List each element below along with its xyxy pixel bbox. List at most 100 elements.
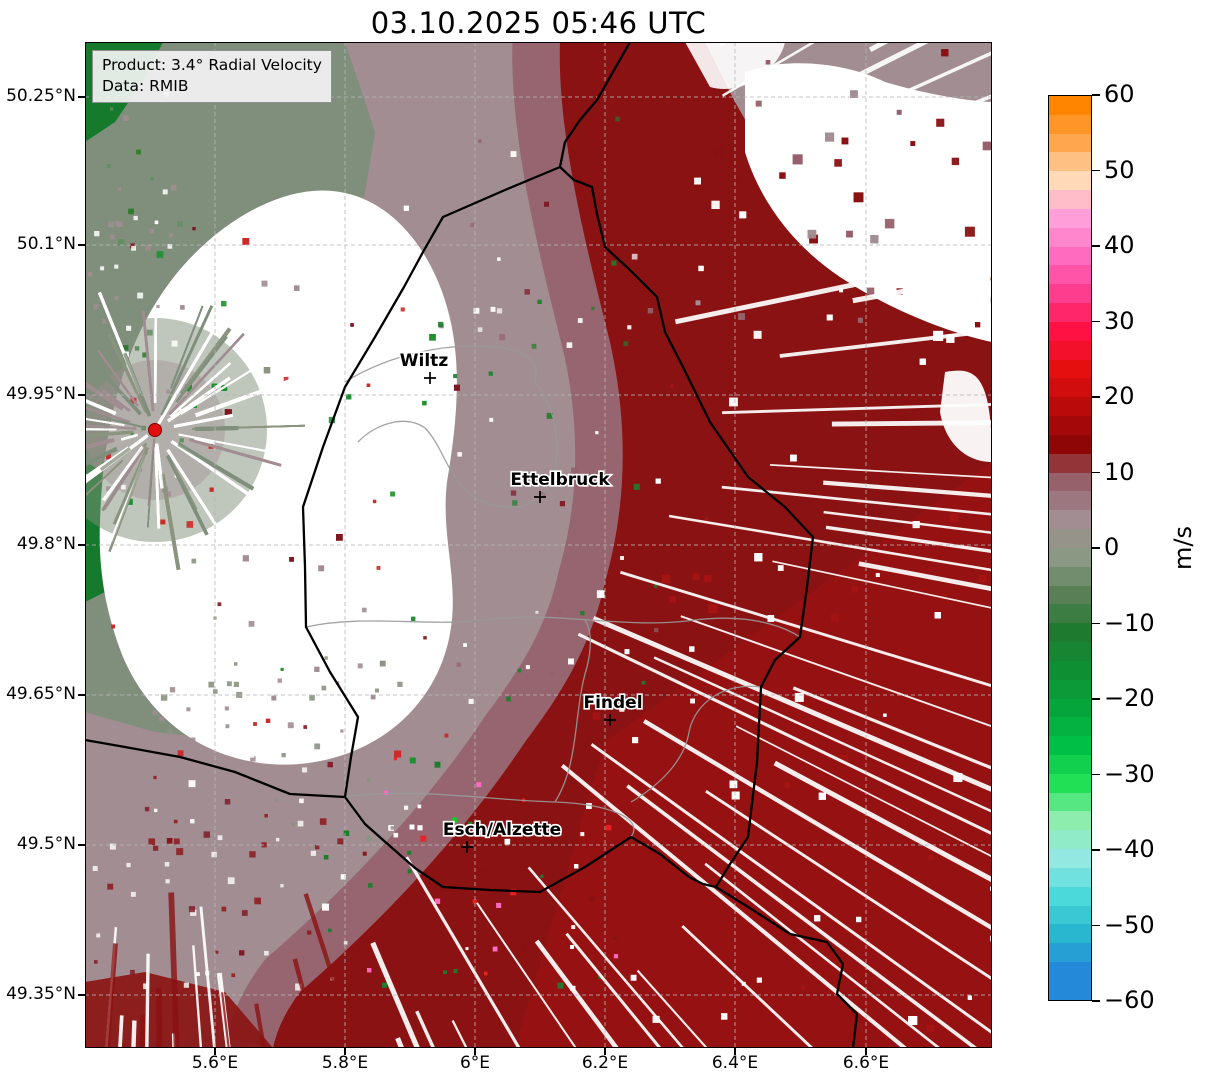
luxembourg-border bbox=[301, 165, 815, 894]
data-source-line: Data: RMIB bbox=[102, 77, 189, 96]
colorbar bbox=[1048, 95, 1092, 1001]
lon-tick-label: 6.6°E bbox=[842, 1053, 890, 1073]
colorbar-tick-mark bbox=[1092, 94, 1100, 96]
colorbar-band bbox=[1049, 547, 1091, 567]
colorbar-tick-mark bbox=[1092, 849, 1100, 851]
border-west bbox=[85, 738, 346, 799]
product-info-box: Product: 3.4° Radial Velocity Data: RMIB bbox=[92, 50, 332, 103]
colorbar-band bbox=[1049, 867, 1091, 887]
colorbar-band bbox=[1049, 754, 1091, 774]
lat-tick-mark bbox=[78, 844, 85, 846]
lon-tick-label: 6.4°E bbox=[711, 1053, 759, 1073]
colorbar-tick-label: 20 bbox=[1104, 382, 1135, 410]
city-label: Ettelbruck bbox=[510, 470, 610, 490]
colorbar-band bbox=[1049, 943, 1091, 963]
colorbar-band bbox=[1049, 642, 1091, 661]
colorbar-tick-label: −60 bbox=[1104, 986, 1155, 1014]
colorbar-band bbox=[1049, 246, 1091, 266]
colorbar-band bbox=[1049, 830, 1091, 850]
border-southeast bbox=[715, 886, 859, 1048]
colorbar-tick-mark bbox=[1092, 924, 1100, 927]
field-speckles bbox=[87, 49, 992, 1032]
lat-tick-label: 49.5°N bbox=[16, 834, 76, 854]
colorbar-band bbox=[1049, 660, 1091, 680]
border-north bbox=[558, 42, 632, 168]
radar-location-dot bbox=[148, 423, 162, 437]
colorbar-tick-mark bbox=[1092, 169, 1100, 172]
colorbar-band bbox=[1049, 265, 1091, 285]
colorbar-band bbox=[1049, 434, 1091, 454]
colorbar-band bbox=[1049, 397, 1091, 417]
country-borders bbox=[85, 42, 859, 1048]
colorbar-band bbox=[1049, 679, 1091, 699]
lon-tick-mark bbox=[214, 1048, 216, 1055]
radar-clutter-noise bbox=[85, 291, 305, 571]
city-marker bbox=[424, 372, 436, 384]
colorbar-tick-label: 30 bbox=[1104, 306, 1135, 335]
colorbar-band bbox=[1049, 491, 1091, 511]
colorbar-band bbox=[1049, 792, 1091, 812]
lat-tick-label: 49.8°N bbox=[16, 534, 76, 554]
lat-tick-label: 49.35°N bbox=[6, 984, 76, 1004]
lat-tick-label: 49.65°N bbox=[6, 684, 76, 704]
colorbar-band bbox=[1049, 698, 1091, 718]
colorbar-band bbox=[1049, 114, 1091, 134]
colorbar-band bbox=[1049, 96, 1091, 115]
city-marker bbox=[461, 841, 473, 853]
colorbar-tick-label: 50 bbox=[1104, 155, 1135, 184]
colorbar-tick-mark bbox=[1092, 471, 1100, 474]
lon-tick-mark bbox=[865, 1048, 867, 1055]
colorbar-band bbox=[1049, 717, 1091, 737]
colorbar-band bbox=[1049, 208, 1091, 228]
lon-tick-label: 5.8°E bbox=[321, 1053, 369, 1073]
city-marker bbox=[534, 491, 546, 503]
colorbar-band bbox=[1049, 227, 1091, 247]
colorbar-tick-label: 40 bbox=[1104, 231, 1135, 259]
city-markers: Wiltz Ettelbruck Findel Esch/Alzette bbox=[398, 349, 644, 853]
colorbar-band bbox=[1049, 453, 1091, 473]
lat-tick-label: 50.1°N bbox=[16, 234, 76, 254]
figure-title: 03.10.2025 05:46 UTC bbox=[370, 6, 707, 40]
city-label: Esch/Alzette bbox=[443, 820, 561, 840]
colorbar-band bbox=[1049, 811, 1091, 831]
colorbar-band bbox=[1049, 905, 1091, 925]
no-data-patch-ne bbox=[745, 63, 992, 343]
colorbar-tick-mark bbox=[1092, 245, 1100, 247]
colorbar-tick-label: −10 bbox=[1104, 608, 1155, 637]
lon-tick-label: 5.6°E bbox=[191, 1053, 239, 1073]
colorbar-band bbox=[1049, 886, 1091, 906]
colorbar-tick-label: 0 bbox=[1104, 533, 1120, 561]
colorbar-band bbox=[1049, 321, 1091, 341]
colorbar-tick-label: 60 bbox=[1104, 80, 1135, 108]
colorbar-tick-label: −30 bbox=[1104, 759, 1155, 788]
colorbar-tick-label: −40 bbox=[1104, 835, 1155, 863]
lon-tick-label: 6°E bbox=[459, 1053, 491, 1073]
lat-tick-mark bbox=[78, 96, 85, 98]
colorbar-tick-mark bbox=[1092, 396, 1100, 398]
colorbar-tick-label: −50 bbox=[1104, 910, 1155, 939]
colorbar-band bbox=[1049, 359, 1091, 379]
colorbar-tick-mark bbox=[1092, 1000, 1100, 1002]
city-label: Findel bbox=[583, 693, 642, 713]
product-line: Product: 3.4° Radial Velocity bbox=[102, 56, 322, 74]
colorbar-unit-label: m/s bbox=[1169, 526, 1197, 570]
lon-tick-mark bbox=[344, 1048, 346, 1055]
colorbar-band bbox=[1049, 340, 1091, 360]
colorbar-band bbox=[1049, 566, 1091, 586]
colorbar-band bbox=[1049, 303, 1091, 322]
colorbar-tick-mark bbox=[1092, 622, 1100, 625]
lat-tick-label: 50.25°N bbox=[6, 86, 76, 106]
colorbar-band bbox=[1049, 849, 1091, 868]
city-label: Wiltz bbox=[400, 351, 449, 371]
lat-tick-mark bbox=[78, 544, 85, 546]
lat-tick-mark bbox=[78, 694, 85, 696]
colorbar-band bbox=[1049, 416, 1091, 435]
colorbar-tick-mark bbox=[1092, 320, 1100, 323]
colorbar-band bbox=[1049, 510, 1091, 530]
lon-tick-label: 6.2°E bbox=[581, 1053, 629, 1073]
lat-tick-mark bbox=[78, 994, 85, 996]
colorbar-band bbox=[1049, 529, 1091, 548]
colorbar-band bbox=[1049, 604, 1091, 624]
colorbar-band bbox=[1049, 133, 1091, 153]
